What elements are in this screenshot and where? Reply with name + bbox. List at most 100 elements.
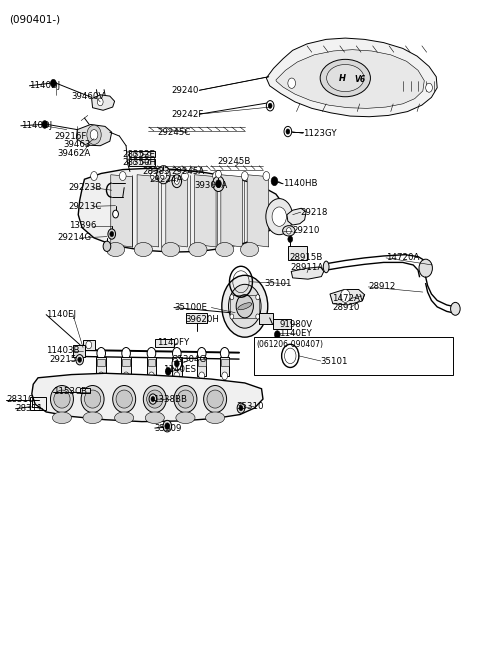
Text: 1123GY: 1123GY [303,129,337,138]
Circle shape [199,372,204,380]
Ellipse shape [52,412,72,424]
Text: 35101: 35101 [264,279,291,288]
Circle shape [97,348,106,359]
Text: 35310: 35310 [236,402,264,411]
Circle shape [151,172,157,180]
Circle shape [285,348,296,364]
Bar [273,319,291,329]
Circle shape [165,368,171,375]
Text: 28911A: 28911A [291,263,324,272]
Ellipse shape [81,386,104,413]
Circle shape [98,372,104,380]
Ellipse shape [174,386,197,413]
Ellipse shape [240,242,259,256]
Circle shape [174,178,179,184]
Ellipse shape [323,261,329,273]
Text: 1140EJ: 1140EJ [46,310,76,319]
Bar [129,160,156,166]
Circle shape [181,172,188,180]
Text: 29210: 29210 [293,226,320,235]
Text: 28915B: 28915B [289,253,323,262]
Circle shape [149,394,157,404]
Bar [197,357,206,376]
Polygon shape [221,174,242,247]
Circle shape [91,172,97,180]
Circle shape [228,284,261,328]
Circle shape [147,348,156,359]
Ellipse shape [115,412,134,424]
Circle shape [213,172,219,180]
Text: 29245A: 29245A [171,167,205,176]
Circle shape [268,103,272,109]
Circle shape [86,341,92,349]
Text: 29213C: 29213C [69,202,102,211]
Polygon shape [78,169,284,252]
Bar [259,313,273,324]
Text: 35309: 35309 [155,424,182,433]
Circle shape [160,171,167,179]
Circle shape [172,357,181,370]
Text: 35100E: 35100E [174,303,207,312]
Circle shape [213,176,224,191]
Circle shape [108,229,116,239]
Text: 28352E: 28352E [122,150,155,159]
Circle shape [174,360,179,367]
Ellipse shape [134,242,153,256]
Circle shape [236,295,253,318]
Text: 28311: 28311 [15,404,43,413]
Text: 13396: 13396 [69,221,96,230]
Text: 1140EY: 1140EY [279,329,312,339]
Circle shape [256,295,260,300]
Polygon shape [194,174,216,247]
Text: 14720A: 14720A [386,253,420,262]
Polygon shape [76,125,112,146]
Circle shape [263,172,270,180]
Circle shape [141,152,144,156]
Text: 11403B: 11403B [46,346,80,355]
Text: 29218: 29218 [301,207,328,216]
Circle shape [237,403,245,413]
Text: 29245B: 29245B [217,158,251,167]
Bar [122,359,130,366]
Text: 39462A: 39462A [57,149,90,158]
Ellipse shape [50,386,73,413]
Bar [288,245,307,260]
Bar [121,357,131,376]
Text: 35304G: 35304G [172,355,206,364]
Polygon shape [247,174,269,247]
Bar [73,345,85,357]
Circle shape [148,152,151,156]
Text: 29240: 29240 [171,86,198,95]
Circle shape [172,348,181,359]
Text: 91980V: 91980V [279,320,312,329]
Circle shape [133,152,136,156]
Ellipse shape [116,390,132,408]
Text: 29245C: 29245C [157,129,191,138]
Ellipse shape [147,390,163,408]
Ellipse shape [238,303,252,310]
Text: 28910: 28910 [332,303,360,312]
Ellipse shape [161,242,180,256]
Bar [186,313,207,323]
Bar [80,388,90,393]
Circle shape [123,372,129,380]
Bar [155,339,174,347]
Bar [30,397,46,410]
Bar [198,359,205,366]
Circle shape [120,172,126,180]
Text: 1140DJ: 1140DJ [21,121,52,130]
Bar [220,357,229,376]
Ellipse shape [84,390,101,408]
Ellipse shape [83,412,102,424]
Circle shape [90,130,98,140]
Text: (090401-): (090401-) [9,15,60,25]
Circle shape [275,331,280,339]
Text: 28350H: 28350H [122,158,156,167]
Circle shape [113,210,119,218]
Ellipse shape [113,386,136,413]
Circle shape [426,83,432,92]
Circle shape [76,355,84,365]
Circle shape [271,176,278,185]
Circle shape [239,406,243,411]
Circle shape [266,198,293,234]
